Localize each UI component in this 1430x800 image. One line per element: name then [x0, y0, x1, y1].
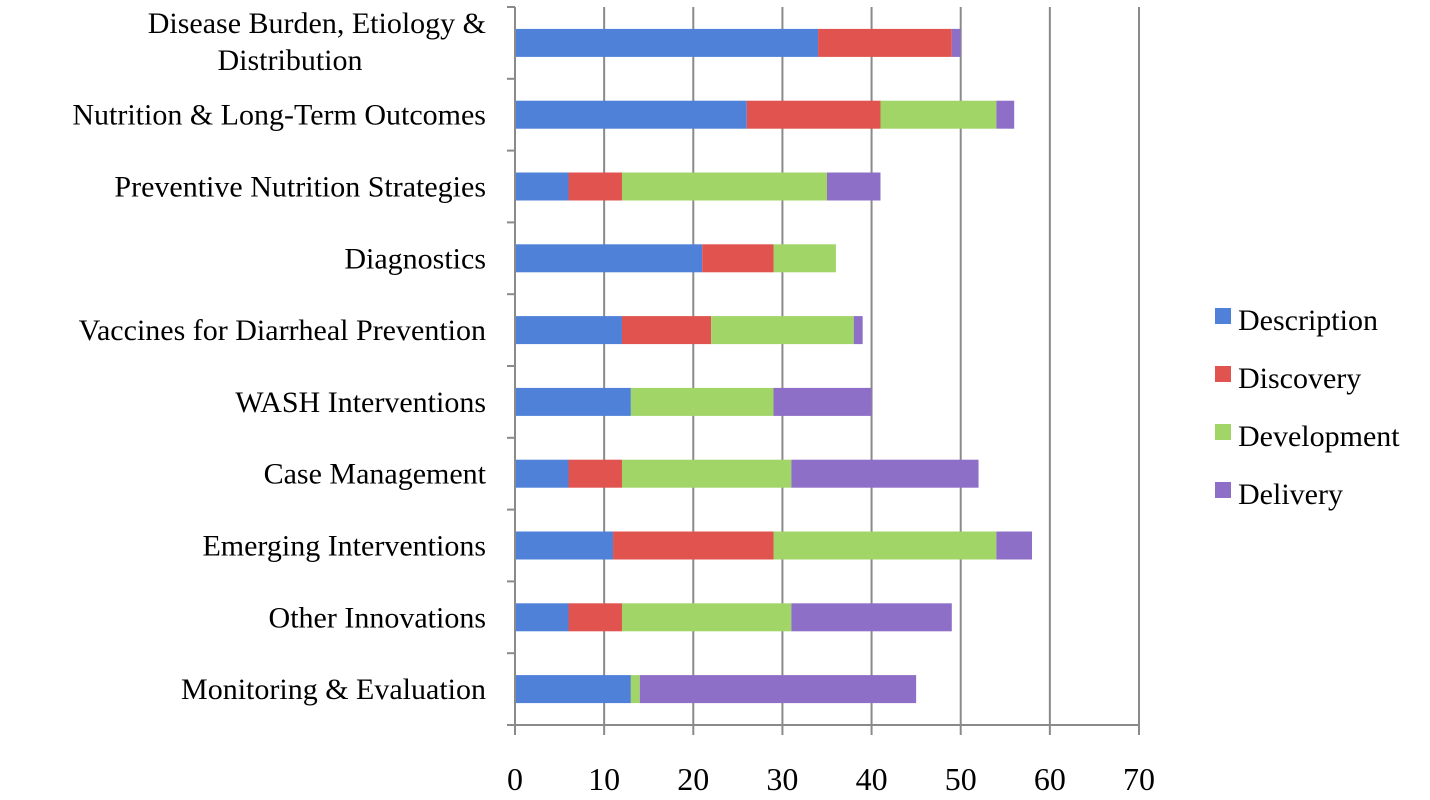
bar-development-7 [773, 531, 997, 560]
bar-discovery-7 [613, 531, 774, 560]
bar-description-4 [515, 316, 622, 345]
bar-description-3 [515, 244, 703, 273]
bar-development-2 [621, 172, 827, 201]
x-tick-label: 30 [766, 761, 798, 797]
bar-discovery-4 [621, 316, 712, 345]
x-tick-label: 60 [1034, 761, 1066, 797]
bars-layer [515, 28, 1033, 704]
bar-delivery-6 [791, 459, 979, 488]
x-tick-label: 10 [588, 761, 620, 797]
x-tick-labels: 0 10 20 30 40 50 60 70 [507, 761, 1155, 797]
bar-description-6 [515, 459, 569, 488]
bar-delivery-9 [639, 675, 917, 704]
category-label: Other Innovations [269, 601, 486, 634]
legend-label-delivery: Delivery [1238, 478, 1343, 511]
legend-swatch-discovery [1215, 366, 1231, 382]
category-label: Preventive Nutrition Strategies [114, 171, 486, 204]
category-label: Vaccines for Diarrheal Prevention [79, 314, 486, 347]
bar-discovery-6 [568, 459, 622, 488]
bar-development-3 [773, 244, 836, 273]
x-tick-label: 0 [507, 761, 523, 797]
category-label: WASH Interventions [235, 386, 486, 419]
category-label: Case Management [264, 458, 487, 491]
bar-description-5 [515, 387, 631, 416]
bar-development-6 [621, 459, 792, 488]
category-label: Nutrition & Long-Term Outcomes [72, 99, 486, 132]
category-label: Monitoring & Evaluation [181, 673, 486, 706]
bar-discovery-1 [746, 100, 881, 129]
bar-delivery-5 [773, 387, 872, 416]
category-label: Disease Burden, Etiology & [148, 7, 486, 40]
bar-discovery-8 [568, 603, 622, 632]
bar-discovery-0 [818, 28, 952, 57]
bar-description-7 [515, 531, 614, 560]
x-tick-label: 70 [1123, 761, 1155, 797]
legend: Description Discovery Development Delivery [1215, 304, 1400, 511]
bar-delivery-0 [951, 28, 961, 57]
bar-development-1 [880, 100, 997, 129]
legend-label-development: Development [1238, 420, 1400, 453]
category-label-line-2: Distribution [217, 44, 362, 77]
bar-description-9 [515, 675, 631, 704]
bar-description-0 [515, 28, 819, 57]
bar-delivery-1 [996, 100, 1015, 129]
legend-swatch-description [1215, 308, 1231, 324]
category-label: Emerging Interventions [202, 530, 486, 563]
bar-development-8 [621, 603, 792, 632]
legend-swatch-development [1215, 424, 1231, 440]
bar-delivery-2 [827, 172, 881, 201]
legend-label-discovery: Discovery [1238, 362, 1361, 395]
bar-development-9 [630, 675, 640, 704]
category-labels: Disease Burden, Etiology & Distribution Nu… [72, 7, 486, 706]
bar-discovery-3 [702, 244, 774, 273]
category-label: Diagnostics [344, 242, 486, 275]
legend-label-description: Description [1238, 304, 1378, 337]
bar-development-4 [711, 316, 854, 345]
legend-swatch-delivery [1215, 482, 1231, 498]
bar-delivery-7 [996, 531, 1033, 560]
axes-layer [507, 6, 1140, 735]
x-tick-label: 50 [945, 761, 977, 797]
bar-discovery-2 [568, 172, 622, 201]
x-tick-label: 40 [856, 761, 888, 797]
bar-development-5 [630, 387, 774, 416]
bar-description-1 [515, 100, 747, 129]
bar-description-2 [515, 172, 569, 201]
x-tick-label: 20 [677, 761, 709, 797]
bar-description-8 [515, 603, 569, 632]
bar-delivery-4 [853, 316, 863, 345]
bar-delivery-8 [791, 603, 952, 632]
